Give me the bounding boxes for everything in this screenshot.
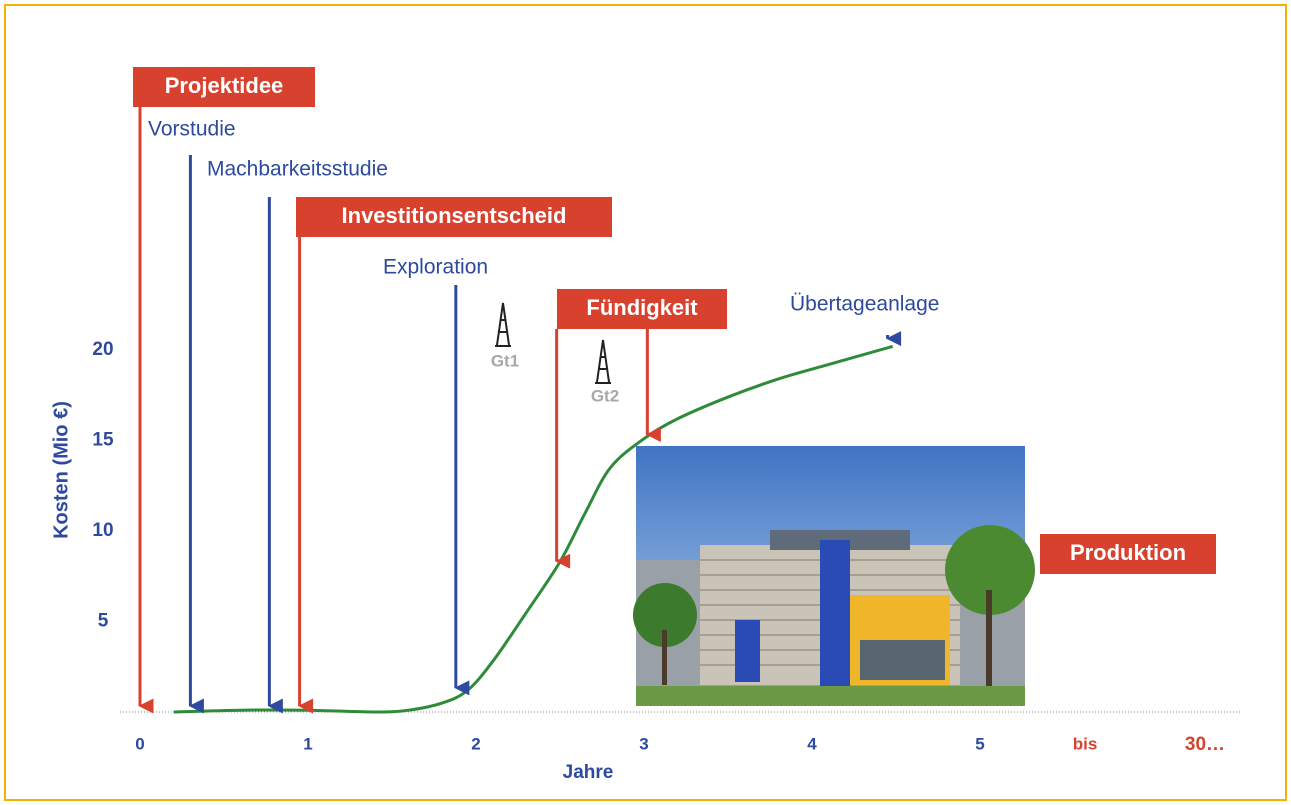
y-tick-label: 10: [92, 520, 113, 541]
x-tick-label: 2: [471, 734, 480, 753]
derrick: [495, 302, 611, 384]
milestone-label: Übertageanlage: [790, 293, 939, 316]
x-tick-label: 0: [135, 734, 144, 753]
y-axis-label: Kosten (Mio €): [50, 401, 72, 539]
photo: [633, 446, 1035, 706]
x-axis-label: Jahre: [563, 762, 614, 783]
x-tick-label: 5: [975, 734, 984, 753]
x-extra-label: bis: [1073, 734, 1098, 753]
y-tick-label: 5: [98, 611, 109, 632]
y-tick-label: 20: [92, 339, 113, 360]
milestone-box: [1040, 534, 1216, 574]
milestone-box-label: Projektidee: [165, 73, 284, 98]
milestone-box: [296, 197, 612, 237]
well-label: Gt1: [491, 351, 519, 370]
frame: [4, 4, 1287, 801]
x-extra-label: 30…: [1185, 734, 1225, 755]
x-tick-label: 3: [639, 734, 648, 753]
milestone-box-label: Produktion: [1070, 540, 1186, 565]
milestone-label: Machbarkeitsstudie: [207, 158, 388, 181]
well-label: Gt2: [591, 386, 619, 405]
x-tick-label: 1: [303, 734, 312, 753]
cost-curve: [173, 344, 894, 714]
milestone-box: [557, 289, 727, 329]
x-tick-label: 4: [807, 734, 817, 753]
milestone-box-label: Fündigkeit: [586, 295, 698, 320]
milestone-label: Exploration: [383, 256, 488, 279]
milestone-label: Vorstudie: [148, 118, 236, 141]
y-tick-label: 15: [92, 430, 114, 451]
milestone-box: [133, 67, 315, 107]
milestone-box-label: Investitionsentscheid: [342, 203, 567, 228]
